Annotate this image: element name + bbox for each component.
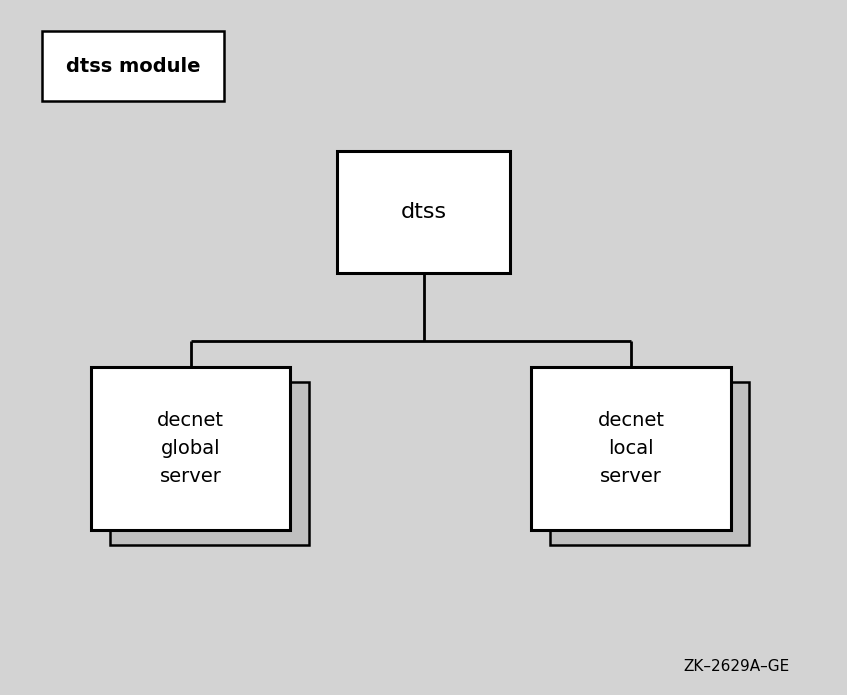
Text: decnet
global
server: decnet global server [157,411,224,486]
Text: ZK–2629A–GE: ZK–2629A–GE [684,659,790,674]
Text: dtss module: dtss module [66,56,201,76]
Bar [91,367,291,530]
Bar [551,382,750,545]
Bar [42,31,224,101]
Text: dtss: dtss [401,202,446,222]
Bar [110,382,309,545]
Bar [337,152,511,273]
Bar [532,367,731,530]
Text: decnet
local
server: decnet local server [597,411,665,486]
